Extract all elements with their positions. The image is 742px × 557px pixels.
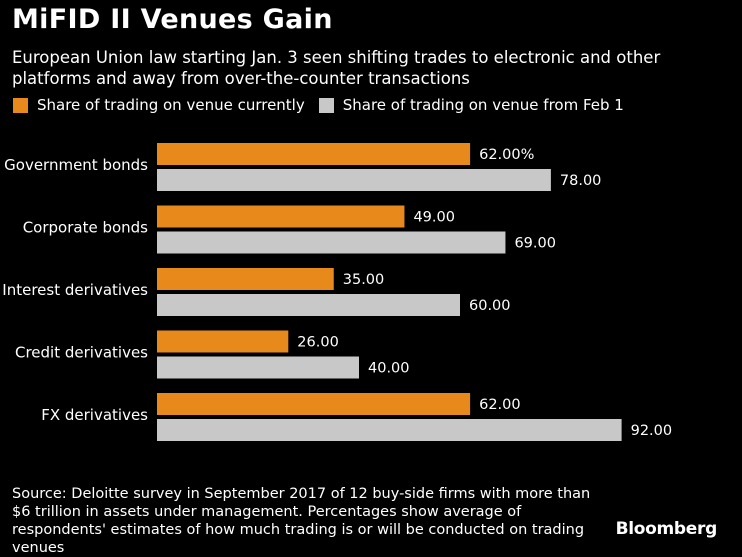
bar-corporate-bonds-current (157, 205, 405, 228)
legend-swatch-current (13, 97, 28, 113)
value-label-fx-derivatives-current: 62.00 (479, 397, 521, 413)
bar-fx-derivatives-feb1 (157, 419, 622, 441)
value-label-government-bonds-feb1: 78.00 (560, 173, 602, 189)
category-label-fx-derivatives: FX derivatives (41, 406, 148, 424)
bar-corporate-bonds-feb1 (157, 231, 506, 254)
bloomberg-logo: Bloomberg (615, 519, 718, 539)
bar-fx-derivatives-current (157, 393, 471, 415)
legend-item-current: Share of trading on venue currently (13, 96, 305, 114)
category-label-credit-derivatives: Credit derivatives (15, 344, 148, 362)
chart-title: MiFID II Venues Gain (12, 4, 333, 35)
legend-item-feb1: Share of trading on venue from Feb 1 (318, 96, 624, 114)
value-label-corporate-bonds-feb1: 69.00 (514, 236, 556, 252)
legend-label-current: Share of trading on venue currently (37, 96, 305, 114)
category-label-interest-derivatives: Interest derivatives (2, 281, 148, 299)
legend-label-feb1: Share of trading on venue from Feb 1 (342, 96, 624, 114)
category-label-corporate-bonds: Corporate bonds (23, 219, 148, 237)
chart-subtitle: European Union law starting Jan. 3 seen … (12, 48, 661, 88)
bar-interest-derivatives-feb1 (157, 294, 460, 316)
category-label-government-bonds: Government bonds (4, 156, 148, 174)
value-label-fx-derivatives-feb1: 92.00 (631, 423, 673, 439)
bar-credit-derivatives-current (157, 330, 289, 353)
bar-credit-derivatives-feb1 (157, 356, 359, 379)
source-note: Source: Deloitte survey in September 201… (12, 486, 591, 556)
bar-interest-derivatives-current (157, 268, 334, 290)
value-label-credit-derivatives-current: 26.00 (297, 335, 339, 351)
value-label-corporate-bonds-current: 49.00 (413, 210, 455, 226)
legend: Share of trading on venue currently Shar… (13, 96, 638, 114)
bar-government-bonds-feb1 (157, 169, 551, 191)
value-label-interest-derivatives-feb1: 60.00 (469, 298, 511, 314)
value-label-government-bonds-current: 62.00% (479, 147, 534, 163)
bar-chart: Government bonds 62.00% 78.00 Corporate bon… (2, 143, 673, 441)
value-label-interest-derivatives-current: 35.00 (343, 272, 385, 288)
value-label-credit-derivatives-feb1: 40.00 (368, 361, 410, 377)
bar-government-bonds-current (157, 143, 471, 165)
legend-swatch-feb1 (318, 97, 334, 113)
